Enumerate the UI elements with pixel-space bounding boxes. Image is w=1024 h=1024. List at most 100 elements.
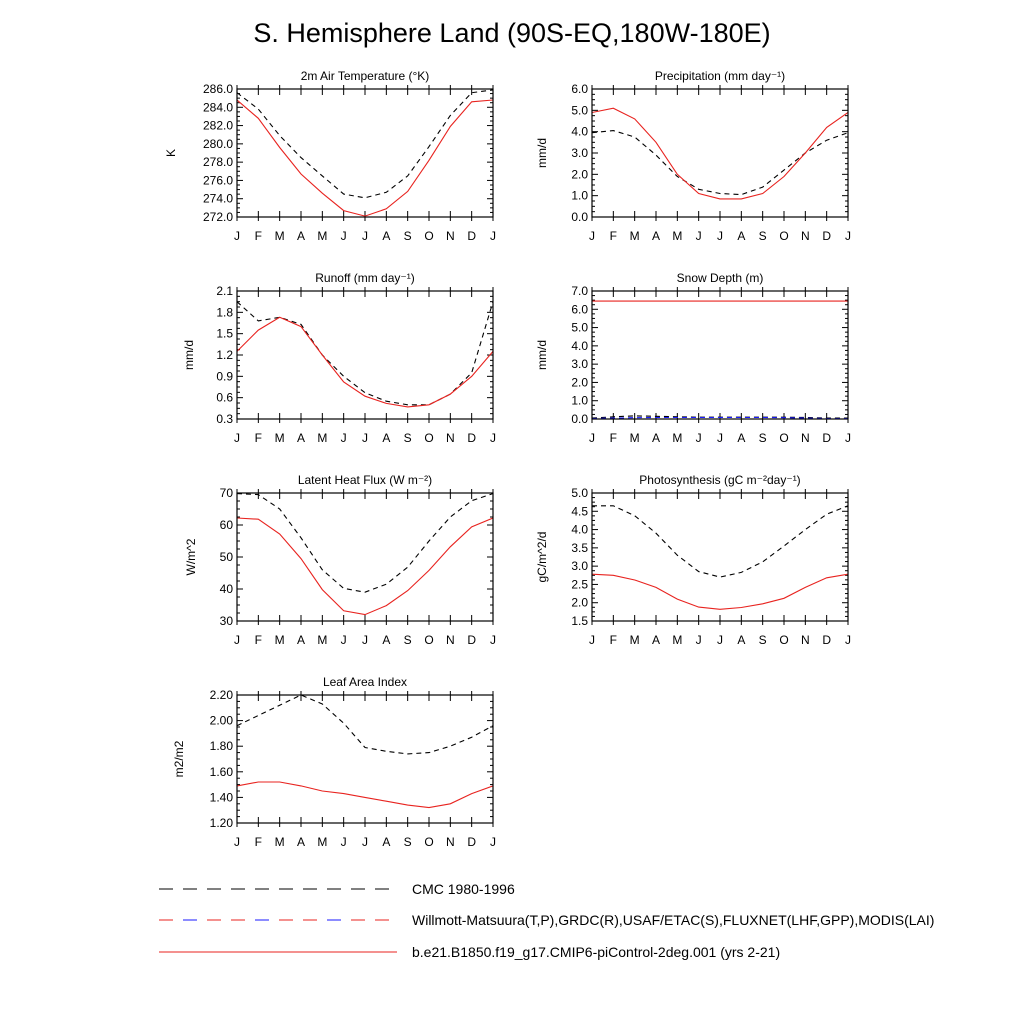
chart-panel-6: Leaf Area Index m2/m2 1.20 1.40 1.60 1.80 2.00…: [172, 675, 496, 849]
y-tick-label: 1.5: [216, 327, 233, 341]
x-tick-label: O: [424, 431, 433, 445]
chart-panel-1: Precipitation (mm day⁻¹) mm/d 0.0 1.0 2.0 3.0…: [535, 69, 851, 243]
y-tick-label: 272.0: [203, 210, 233, 224]
x-tick-label: J: [341, 835, 347, 849]
y-tick-label: 6.0: [571, 82, 588, 96]
y-tick-label: 280.0: [203, 137, 233, 151]
x-tick-label: J: [490, 431, 496, 445]
legend-label: CMC 1980-1996: [412, 881, 515, 897]
plot-frame: [591, 88, 849, 218]
x-tick-label: N: [446, 835, 455, 849]
y-tick-label: 0.3: [216, 412, 233, 426]
x-tick-label: J: [696, 229, 702, 243]
y-tick-label: 7.0: [571, 284, 588, 298]
x-tick-label: S: [404, 835, 412, 849]
y-tick-label: 1.0: [571, 394, 588, 408]
y-tick-label: 0.0: [571, 210, 588, 224]
y-tick-label: 1.5: [571, 614, 588, 628]
y-tick-label: 6.0: [571, 302, 588, 316]
x-tick-label: D: [467, 229, 476, 243]
x-tick-label: J: [234, 633, 240, 647]
plot-frame: [236, 290, 494, 420]
x-tick-label: J: [362, 835, 368, 849]
x-tick-label: A: [297, 431, 305, 445]
x-tick-label: J: [490, 229, 496, 243]
x-tick-label: M: [275, 229, 285, 243]
chart-panel-3: Snow Depth (m) mm/d 0.0 1.0 2.0 3.0 4.0 5.0 6.0 7…: [535, 271, 851, 445]
x-tick-label: J: [845, 229, 851, 243]
chart-title: Precipitation (mm day⁻¹): [655, 69, 785, 83]
series-line-model: [237, 781, 493, 809]
series-line-model: [237, 517, 493, 616]
plot-frame: [236, 88, 494, 218]
y-tick-label: 2.0: [571, 375, 588, 389]
x-tick-label: J: [845, 633, 851, 647]
y-tick-label: 30: [220, 614, 234, 628]
y-axis-label: K: [164, 149, 178, 157]
x-tick-label: A: [737, 229, 745, 243]
y-tick-label: 278.0: [203, 155, 233, 169]
x-tick-label: F: [610, 229, 617, 243]
y-tick-label: 4.0: [571, 523, 588, 537]
x-tick-label: F: [255, 633, 262, 647]
x-tick-label: M: [275, 633, 285, 647]
series-line-obs: [237, 89, 493, 199]
x-tick-label: F: [610, 431, 617, 445]
y-tick-label: 0.6: [216, 391, 233, 405]
x-tick-label: N: [801, 633, 810, 647]
y-axis-label: mm/d: [535, 138, 549, 168]
x-tick-label: M: [630, 229, 640, 243]
y-tick-label: 1.60: [210, 765, 234, 779]
x-tick-label: M: [317, 835, 327, 849]
x-tick-label: O: [424, 835, 433, 849]
x-tick-label: A: [382, 633, 390, 647]
y-tick-label: 1.0: [571, 189, 588, 203]
x-tick-label: F: [255, 835, 262, 849]
x-tick-label: F: [610, 633, 617, 647]
x-tick-label: M: [630, 633, 640, 647]
x-tick-label: J: [589, 431, 595, 445]
y-axis-label: mm/d: [535, 340, 549, 370]
page-title: S. Hemisphere Land (90S-EQ,180W-180E): [253, 18, 771, 48]
y-tick-label: 60: [220, 518, 234, 532]
chart-panel-2: Runoff (mm day⁻¹) mm/d 0.3 0.6 0.9 1.2 1.5 1.8 2…: [182, 271, 496, 445]
x-tick-label: D: [467, 431, 476, 445]
y-tick-label: 3.0: [571, 357, 588, 371]
x-tick-label: N: [446, 229, 455, 243]
x-tick-label: J: [341, 229, 347, 243]
x-tick-label: N: [446, 431, 455, 445]
y-tick-label: 2.00: [210, 714, 234, 728]
x-tick-label: A: [652, 229, 660, 243]
legend: CMC 1980-1996 Willmott-Matsuura(T,P),GRDC…: [159, 881, 934, 960]
x-tick-label: A: [652, 633, 660, 647]
y-tick-label: 4.0: [571, 339, 588, 353]
y-tick-label: 0.9: [216, 369, 233, 383]
x-tick-label: J: [341, 633, 347, 647]
x-tick-label: M: [672, 633, 682, 647]
x-tick-label: J: [341, 431, 347, 445]
y-tick-label: 1.20: [210, 816, 234, 830]
plot-frame: [591, 492, 849, 622]
x-tick-label: D: [467, 835, 476, 849]
x-tick-label: M: [630, 431, 640, 445]
x-tick-label: J: [717, 229, 723, 243]
chart-title: Latent Heat Flux (W m⁻²): [298, 473, 432, 487]
y-tick-label: 282.0: [203, 119, 233, 133]
y-tick-label: 4.0: [571, 125, 588, 139]
x-tick-label: A: [297, 633, 305, 647]
x-tick-label: M: [672, 431, 682, 445]
x-tick-label: A: [382, 835, 390, 849]
x-tick-label: J: [234, 229, 240, 243]
chart-title: 2m Air Temperature (°K): [301, 69, 430, 83]
x-tick-label: S: [404, 633, 412, 647]
series-line-obs: [592, 130, 848, 196]
chart-title: Runoff (mm day⁻¹): [315, 271, 414, 285]
x-tick-label: N: [446, 633, 455, 647]
y-tick-label: 1.80: [210, 739, 234, 753]
y-tick-label: 274.0: [203, 192, 233, 206]
x-tick-label: O: [424, 633, 433, 647]
chart-title: Leaf Area Index: [323, 675, 407, 689]
chart-title: Snow Depth (m): [677, 271, 764, 285]
legend-label: Willmott-Matsuura(T,P),GRDC(R),USAF/ETAC…: [412, 912, 934, 928]
y-tick-label: 286.0: [203, 82, 233, 96]
